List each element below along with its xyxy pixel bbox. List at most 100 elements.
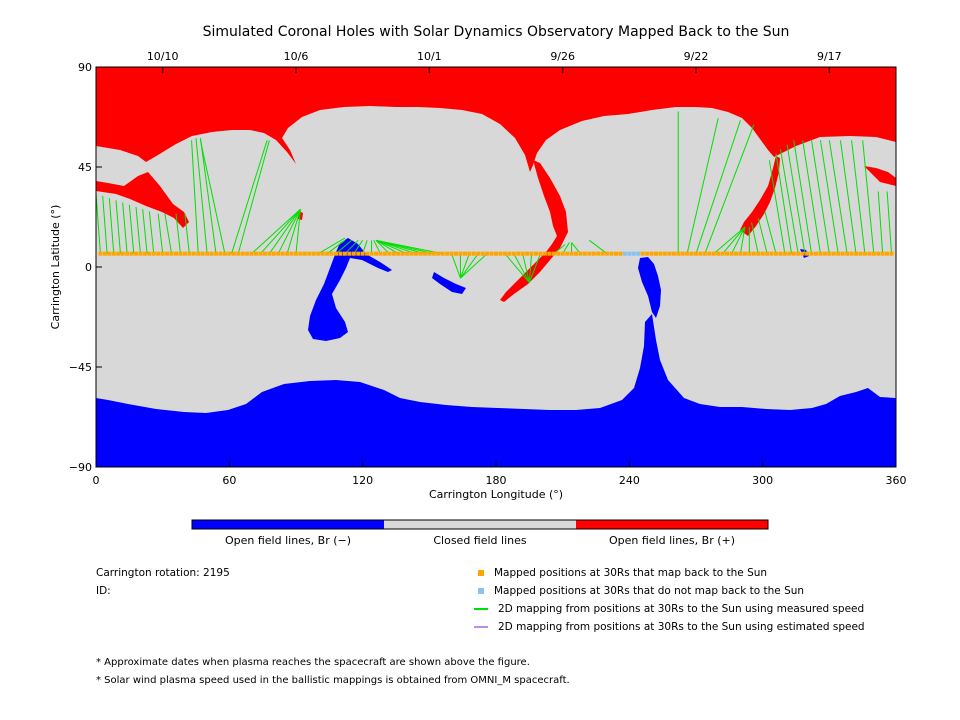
mapping-line: [237, 140, 270, 254]
mapped-point: [654, 251, 658, 256]
mapped-point: [116, 251, 121, 256]
mapped-point: [445, 251, 450, 256]
mapped-point: [245, 251, 250, 256]
mapped-point: [751, 251, 756, 256]
mapped-point: [120, 251, 125, 256]
mapped-point: [725, 251, 730, 256]
mapping-line: [839, 140, 857, 254]
mapping-line: [277, 208, 301, 254]
mapped-point: [400, 251, 405, 256]
colorbar-open-negative: [192, 520, 384, 529]
blue-center-patch: [432, 272, 466, 294]
mapped-point: [760, 251, 765, 256]
mapped-point: [347, 251, 352, 256]
mapped-point: [671, 251, 676, 256]
mapped-point: [191, 251, 196, 256]
mapped-point: [316, 251, 321, 256]
mapping-line: [344, 239, 359, 255]
mapped-point: [307, 251, 312, 256]
mapped-point: [227, 251, 232, 256]
mapping-line: [108, 198, 115, 254]
mapped-point: [325, 251, 330, 256]
mapped-point: [205, 251, 210, 256]
mapping-line: [148, 211, 155, 254]
mapped-point: [489, 251, 494, 256]
mapped-point: [467, 251, 472, 256]
mapped-point: [889, 251, 894, 256]
mapped-point: [765, 251, 770, 256]
mapped-point: [734, 251, 738, 256]
mapping-line: [175, 213, 181, 254]
mapped-point: [645, 251, 650, 256]
mapped-point: [871, 251, 876, 256]
mapping-line: [686, 117, 719, 254]
mapped-point: [374, 251, 378, 256]
mapping-line: [786, 144, 806, 254]
mapping-line: [589, 239, 608, 255]
mapping-line: [851, 140, 866, 254]
mapping-line: [811, 140, 830, 254]
blue-right-stream: [638, 257, 661, 318]
mapped-point: [360, 251, 365, 256]
mapped-point: [591, 251, 596, 256]
mapping-lines: [96, 111, 893, 283]
mapped-point: [805, 251, 810, 256]
mapped-point: [454, 251, 458, 256]
mapping-line: [102, 195, 108, 254]
mapped-point: [440, 251, 445, 256]
mapped-point: [334, 251, 338, 256]
chart-title: Simulated Coronal Holes with Solar Dynam…: [203, 24, 790, 40]
mapping-line: [877, 191, 884, 254]
x-tick-label: 0: [93, 474, 100, 487]
colorbar-closed: [384, 520, 576, 529]
mapping-line: [335, 239, 352, 255]
mapped-point: [285, 251, 290, 256]
mapping-line: [504, 253, 530, 283]
mapping-line: [751, 222, 759, 254]
mapping-line: [459, 253, 470, 279]
mapping-line: [353, 240, 364, 254]
mapped-point: [209, 251, 214, 256]
carrington-rotation: Carrington rotation: 2195: [96, 567, 230, 579]
mapped-point: [769, 251, 774, 256]
legend-label: 2D mapping from positions at 30Rs to the…: [498, 603, 865, 615]
mapped-point: [405, 251, 410, 256]
legend-measured-mapping: 2D mapping from positions at 30Rs to the…: [474, 602, 864, 616]
footnote-speed: * Solar wind plasma speed used in the ba…: [96, 675, 570, 686]
y-axis-label: Carrington Latitude (°): [49, 205, 62, 330]
mapping-line: [199, 138, 217, 254]
mapping-line: [375, 239, 390, 255]
mapped-point: [858, 251, 863, 256]
mapped-point: [756, 251, 761, 256]
mapped-point: [778, 251, 783, 256]
mapped-point: [396, 251, 401, 256]
mapped-point: [471, 251, 476, 256]
mapped-point: [600, 251, 605, 256]
mapped-point: [716, 251, 721, 256]
mapped-point: [787, 251, 792, 256]
mapped-point: [156, 251, 161, 256]
unmapped-point: [627, 251, 632, 256]
mapped-point: [587, 251, 592, 256]
mapped-point: [391, 251, 396, 256]
mapped-point: [742, 251, 747, 256]
mapping-line: [522, 253, 530, 283]
mapped-point: [414, 251, 418, 256]
mapped-point: [196, 251, 201, 256]
mapped-point: [165, 251, 170, 256]
mapped-point: [791, 251, 796, 256]
mapped-point: [649, 251, 654, 256]
mapped-point: [738, 251, 743, 256]
mapping-line: [164, 213, 173, 254]
mapped-point: [369, 251, 374, 256]
y-tick-label: −90: [69, 461, 92, 474]
mapping-line: [460, 253, 488, 279]
mapped-point: [231, 251, 236, 256]
mapping-line: [157, 213, 164, 254]
mapped-point: [267, 251, 272, 256]
mapped-point: [711, 251, 716, 256]
mapped-point: [814, 251, 818, 256]
mapped-point: [854, 251, 858, 256]
mapped-point: [422, 251, 427, 256]
mapped-point: [458, 251, 463, 256]
